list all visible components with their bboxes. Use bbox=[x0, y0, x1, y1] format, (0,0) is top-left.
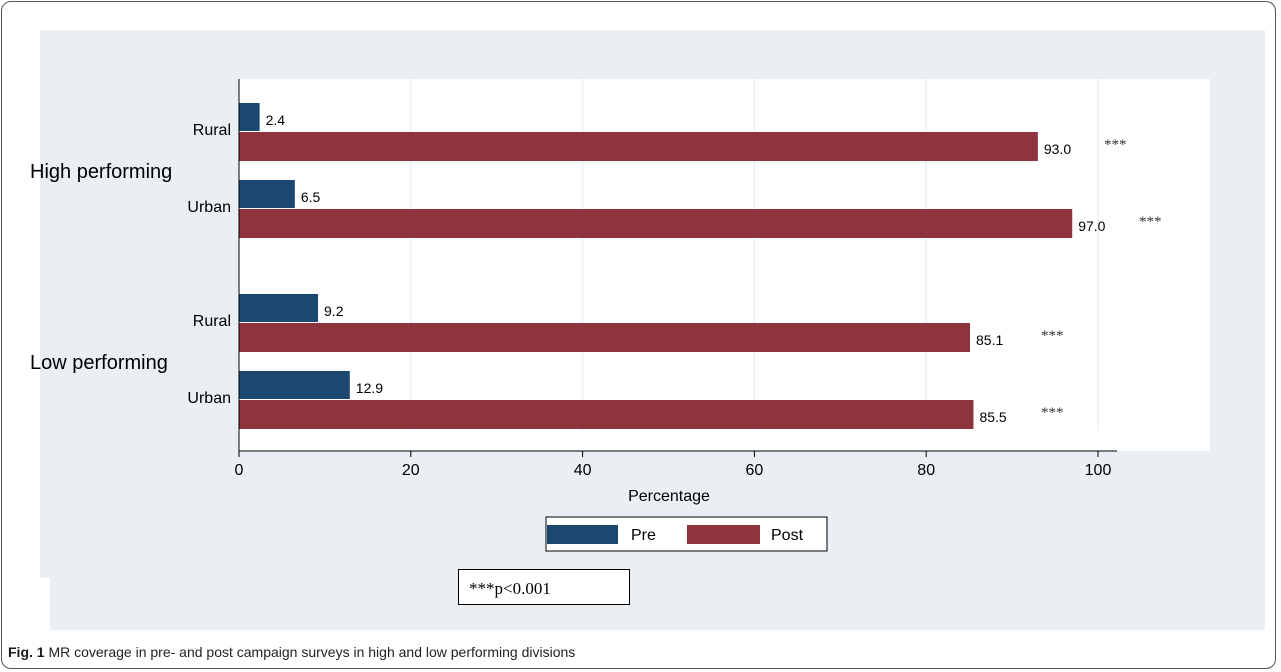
legend-swatch-post bbox=[687, 525, 760, 544]
post-value-label: 97.0 bbox=[1078, 218, 1105, 234]
pre-value-label: 9.2 bbox=[324, 303, 344, 319]
caption-label: Fig. 1 bbox=[8, 644, 45, 660]
post-value-label: 93.0 bbox=[1044, 141, 1071, 157]
post-bar bbox=[239, 132, 1038, 161]
x-tick-label: 80 bbox=[917, 462, 935, 479]
post-bar bbox=[239, 400, 974, 429]
chart-background-lower bbox=[50, 578, 1265, 630]
significance-marker: *** bbox=[1139, 214, 1162, 230]
significance-marker: *** bbox=[1104, 137, 1127, 153]
category-label: Urban bbox=[187, 199, 231, 216]
legend-swatch-pre bbox=[547, 525, 618, 544]
group-label: High performing bbox=[30, 161, 172, 183]
legend-label-post: Post bbox=[771, 527, 804, 544]
pre-bar bbox=[239, 103, 260, 131]
x-tick-label: 60 bbox=[746, 462, 764, 479]
pre-bar bbox=[239, 294, 319, 322]
category-label: Urban bbox=[187, 390, 231, 407]
pre-value-label: 12.9 bbox=[356, 380, 383, 396]
x-axis-title: Percentage bbox=[628, 488, 710, 505]
post-value-label: 85.1 bbox=[976, 332, 1003, 348]
legend-label-pre: Pre bbox=[631, 527, 656, 544]
pre-bar bbox=[239, 371, 350, 399]
caption-text: MR coverage in pre- and post campaign su… bbox=[44, 644, 576, 660]
significance-note: ***p<0.001 bbox=[458, 569, 630, 605]
post-value-label: 85.5 bbox=[979, 409, 1006, 425]
pre-value-label: 2.4 bbox=[266, 112, 286, 128]
pre-value-label: 6.5 bbox=[301, 189, 321, 205]
significance-marker: *** bbox=[1041, 328, 1064, 344]
pre-bar bbox=[239, 180, 295, 208]
group-label: Low performing bbox=[30, 352, 168, 374]
category-label: Rural bbox=[193, 122, 231, 139]
post-bar bbox=[239, 323, 971, 352]
category-label: Rural bbox=[193, 313, 231, 330]
x-tick-label: 40 bbox=[574, 462, 592, 479]
x-tick-label: 20 bbox=[402, 462, 420, 479]
post-bar bbox=[239, 209, 1073, 238]
figure-caption: Fig. 1 MR coverage in pre- and post camp… bbox=[8, 644, 575, 660]
significance-marker: *** bbox=[1041, 405, 1064, 421]
x-tick-label: 100 bbox=[1085, 462, 1112, 479]
x-tick-label: 0 bbox=[235, 462, 244, 479]
